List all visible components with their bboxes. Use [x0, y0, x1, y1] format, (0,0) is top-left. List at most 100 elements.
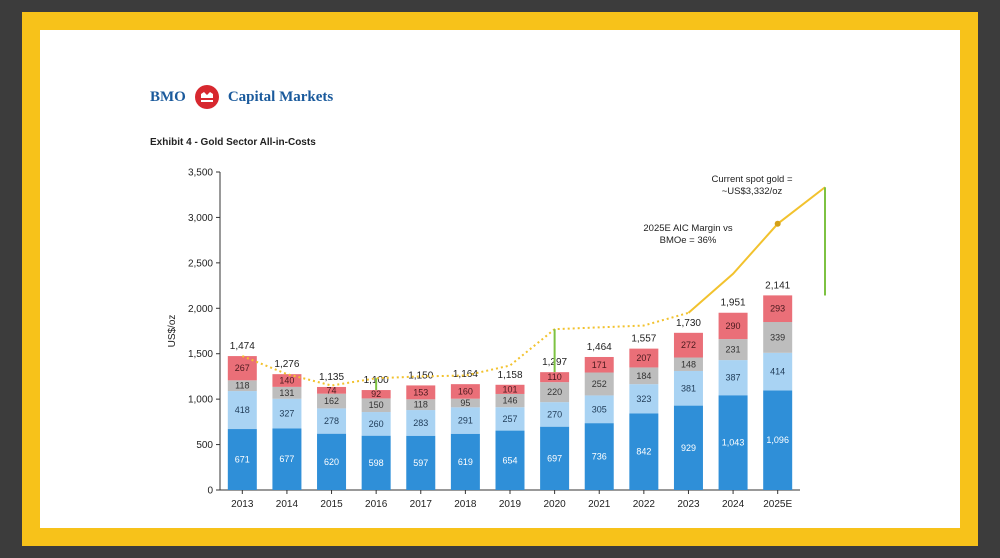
bar-value-label: 252	[592, 379, 607, 389]
bar-value-label: 381	[681, 383, 696, 393]
bar-segment	[450, 398, 480, 408]
bar-value-label: 146	[502, 396, 517, 406]
bar-total-label: 1,557	[631, 334, 656, 345]
y-tick-label: 1,500	[188, 349, 213, 360]
bar-segment	[272, 386, 302, 399]
bar-value-label: 597	[413, 458, 428, 468]
bar-segment	[272, 374, 302, 387]
brand: BMO Capital Markets	[150, 82, 333, 112]
y-axis-label: US$/oz	[167, 315, 178, 348]
bar-value-label: 101	[502, 384, 517, 394]
bar-value-label: 95	[460, 398, 470, 408]
bar-segment	[272, 398, 302, 429]
bar-total-label: 1,158	[497, 370, 522, 381]
bar-value-label: 291	[458, 416, 473, 426]
y-tick-label: 2,500	[188, 258, 213, 269]
bar-value-label: 131	[279, 388, 294, 398]
bar-total-label: 1,951	[721, 298, 746, 309]
bar-value-label: 207	[636, 353, 651, 363]
bar-value-label: 290	[726, 321, 741, 331]
bar-segment	[540, 426, 570, 490]
bar-segment	[361, 412, 391, 436]
bar-segment	[584, 356, 614, 373]
bar-segment	[629, 413, 659, 490]
bar-value-label: 654	[502, 455, 517, 465]
bar-value-label: 929	[681, 443, 696, 453]
bar-value-label: 619	[458, 457, 473, 467]
bar-segment	[673, 357, 703, 371]
bar-value-label: 387	[726, 373, 741, 383]
bar-segment	[629, 348, 659, 368]
bar-value-label: 267	[235, 363, 250, 373]
x-tick-label: 2013	[231, 499, 254, 510]
bar-segment	[584, 423, 614, 490]
bar-value-label: 148	[681, 359, 696, 369]
bar-segment	[673, 370, 703, 406]
spot-gold-annotation-line2: ~US$3,332/oz	[722, 186, 783, 197]
bar-value-label: 153	[413, 387, 428, 397]
bar-segment	[227, 391, 257, 430]
bar-value-label: 842	[636, 447, 651, 457]
x-tick-label: 2025E	[763, 499, 792, 510]
bar-value-label: 184	[636, 371, 651, 381]
bar-value-label: 414	[770, 367, 785, 377]
bar-segment	[673, 332, 703, 358]
y-tick-label: 1,000	[188, 395, 213, 406]
bar-value-label: 1,096	[766, 435, 789, 445]
y-tick-label: 3,000	[188, 213, 213, 224]
bar-value-label: 270	[547, 409, 562, 419]
margin-annotation-line2: BMOe = 36%	[660, 235, 717, 246]
bar-value-label: 162	[324, 396, 339, 406]
bar-segment	[763, 295, 793, 323]
bar-segment	[317, 386, 347, 394]
bar-value-label: 620	[324, 457, 339, 467]
bar-value-label: 327	[279, 409, 294, 419]
bar-total-label: 1,474	[230, 341, 255, 352]
y-tick-label: 3,500	[188, 168, 213, 179]
bmo-roundel-icon	[194, 85, 219, 109]
bar-segment	[361, 390, 391, 399]
gold-price-line-history	[241, 311, 689, 387]
bar-value-label: 305	[592, 404, 607, 414]
bar-segment	[584, 372, 614, 396]
x-tick-label: 2021	[588, 499, 611, 510]
bar-segment	[317, 393, 347, 409]
bar-total-label: 1,730	[676, 318, 701, 329]
bar-segment	[406, 410, 436, 436]
brand-name-right: Capital Markets	[227, 88, 334, 105]
bar-segment	[584, 395, 614, 424]
bar-value-label: 283	[413, 418, 428, 428]
bar-segment	[450, 407, 480, 434]
x-tick-label: 2019	[499, 499, 522, 510]
bar-value-label: 293	[770, 304, 785, 314]
bar-value-label: 220	[547, 387, 562, 397]
bar-segment	[540, 382, 570, 403]
bar-segment	[763, 390, 793, 490]
y-tick-label: 2,000	[188, 304, 213, 315]
bar-value-label: 257	[502, 414, 517, 424]
x-tick-label: 2024	[722, 499, 745, 510]
bar-value-label: 74	[327, 385, 337, 395]
bar-segment	[450, 433, 480, 490]
bar-segment	[673, 405, 703, 490]
bar-segment	[629, 367, 659, 385]
x-tick-label: 2020	[543, 499, 566, 510]
bar-segment	[763, 322, 793, 353]
bar-segment	[718, 339, 748, 361]
bar-value-label: 1,043	[722, 438, 745, 448]
bar-value-label: 339	[770, 332, 785, 342]
slide: 0 500 1,000 1,500 2,000 2,500 3,000 3,500 US$/oz…	[40, 30, 960, 528]
bar-segment	[272, 428, 302, 490]
bar-total-label: 1,464	[587, 342, 612, 353]
bar-value-label: 598	[369, 458, 384, 468]
bar-segment	[450, 384, 480, 399]
bar-value-label: 118	[414, 400, 428, 410]
bar-value-label: 171	[592, 360, 607, 370]
bar-segment	[629, 384, 659, 414]
bar-total-label: 1,135	[319, 372, 344, 383]
bar-segment	[361, 435, 391, 490]
bar-value-label: 736	[592, 452, 607, 462]
gold-price-point	[774, 220, 781, 227]
bar-value-label: 677	[279, 454, 294, 464]
bar-segment	[763, 352, 793, 391]
